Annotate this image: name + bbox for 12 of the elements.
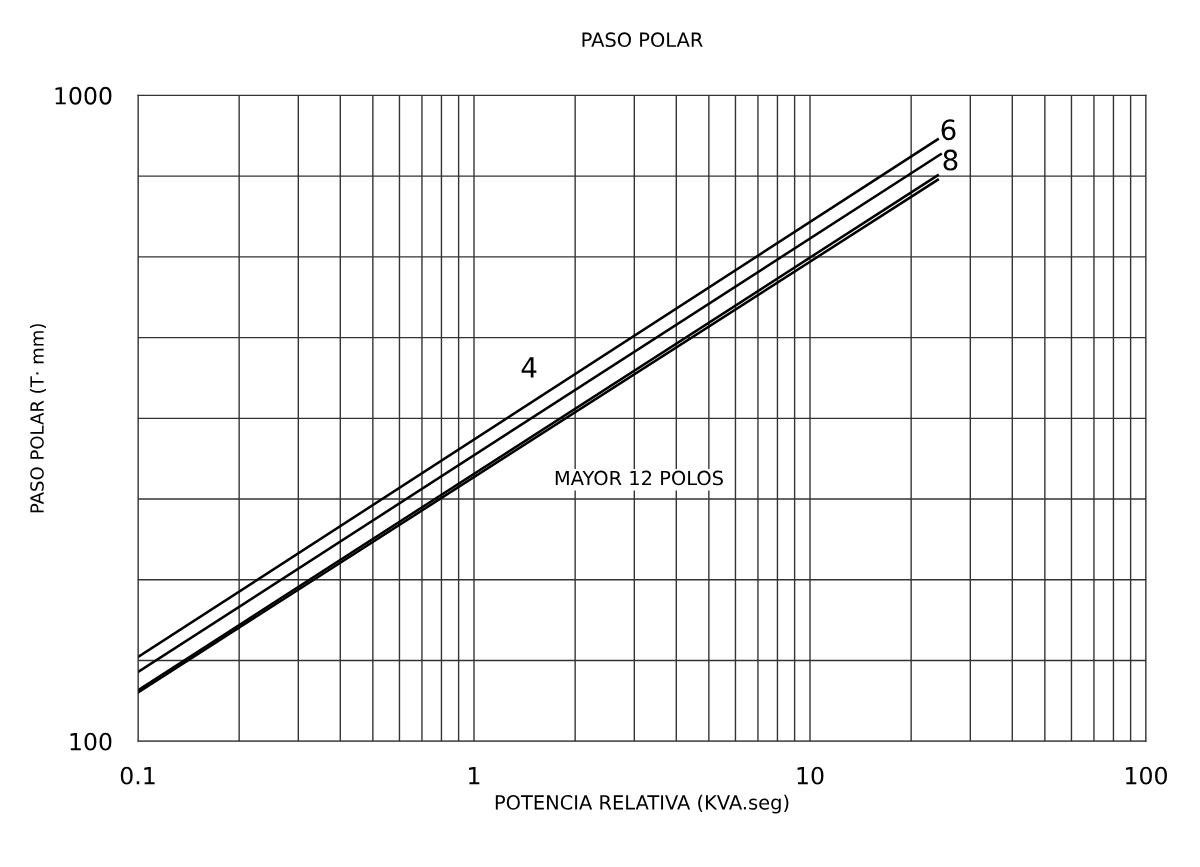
x-axis-title: POTENCIA RELATIVA (KVA.seg) [495, 794, 789, 814]
x-tick-label: 100 [1126, 766, 1167, 785]
x-tick-label: 10 [797, 766, 824, 785]
annotation: 6 [941, 119, 956, 141]
y-tick-label: 1000 [55, 86, 112, 105]
annotation: 8 [943, 149, 958, 171]
annotation: 4 [521, 357, 537, 378]
x-tick-label: 0.1 [120, 766, 155, 785]
chart-title: PASO POLAR [582, 32, 703, 48]
y-axis-title: PASO POLAR (T· mm) [29, 324, 46, 513]
annotation: MAYOR 12 POLOS [555, 470, 723, 486]
x-tick-label: 1 [469, 767, 480, 785]
